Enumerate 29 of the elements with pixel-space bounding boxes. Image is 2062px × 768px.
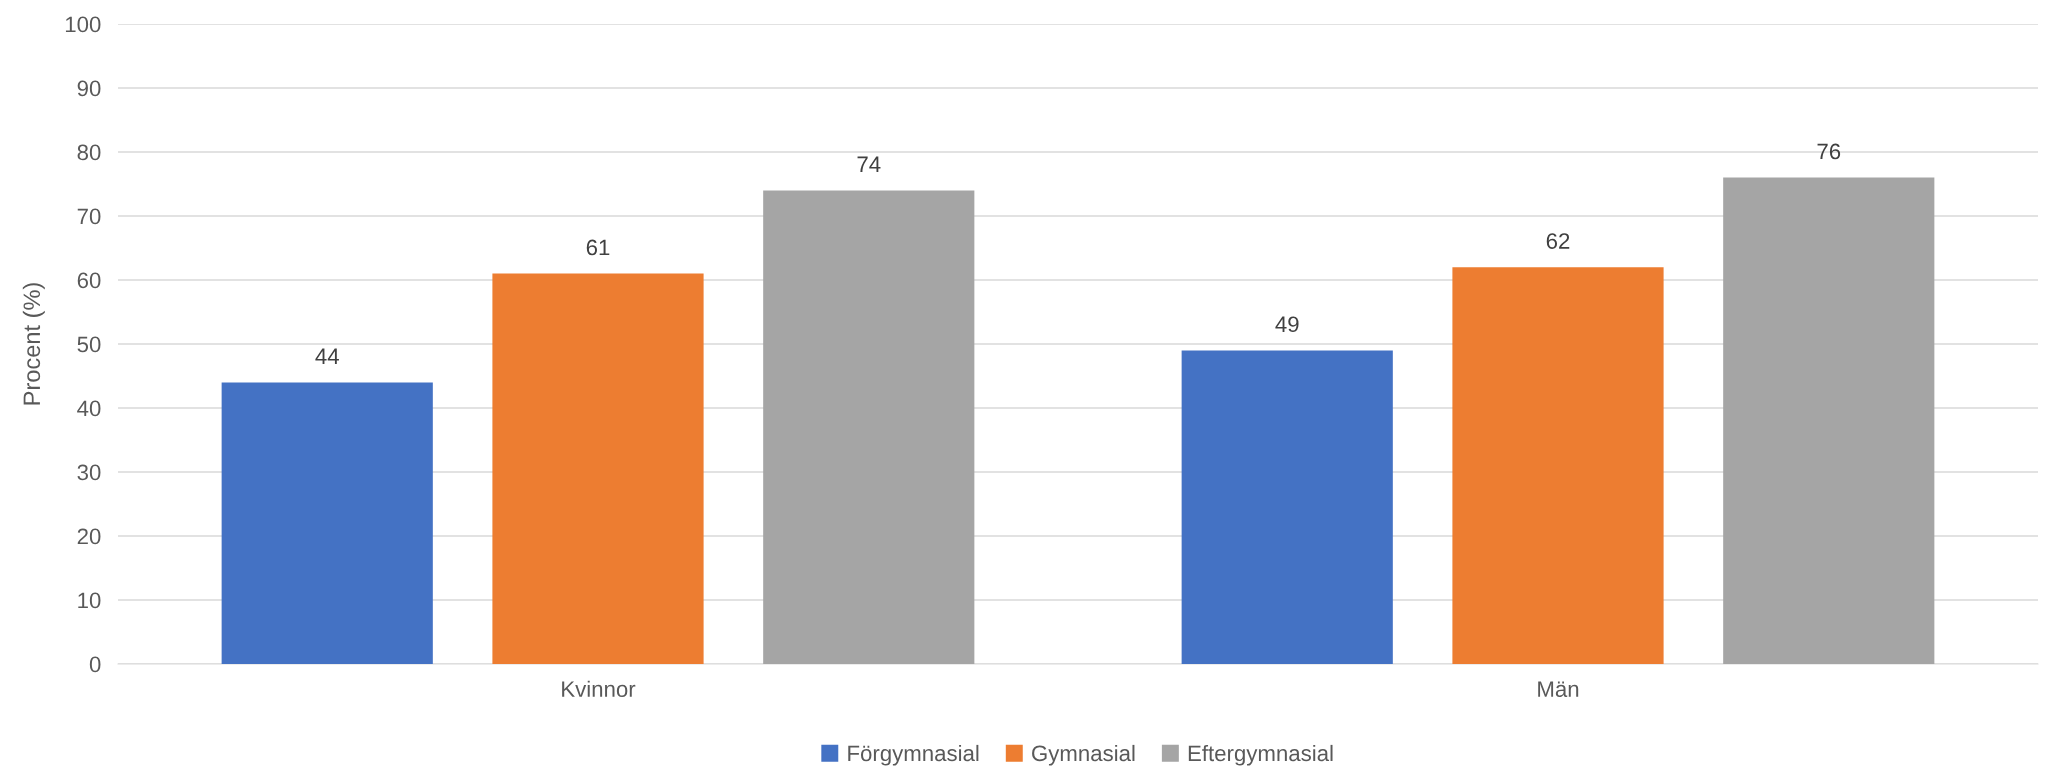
- data-label: 76: [1817, 143, 1841, 160]
- y-tick-label: 30: [77, 464, 101, 481]
- y-tick-label: 40: [77, 400, 101, 417]
- y-tick-label: 50: [77, 336, 101, 353]
- bar: [1181, 350, 1393, 664]
- legend-label: Eftergymnasial: [1188, 744, 1333, 766]
- x-tick-label: Män: [1538, 681, 1579, 697]
- data-label: 44: [315, 348, 339, 364]
- bar: [492, 273, 704, 664]
- data-label: 61: [586, 239, 610, 256]
- y-tick-label: 90: [77, 80, 101, 97]
- data-label: 74: [857, 156, 881, 172]
- data-label: 62: [1546, 233, 1570, 249]
- y-tick-label: 0: [89, 656, 101, 673]
- legend-label: Gymnasial: [1032, 744, 1135, 766]
- legend-label: Förgymnasial: [848, 744, 979, 766]
- bar: [1452, 267, 1664, 664]
- y-axis-title: Procent (%): [22, 283, 45, 405]
- y-tick-label: 100: [65, 16, 101, 33]
- y-tick-label: 70: [77, 208, 101, 225]
- y-tick-label: 80: [77, 144, 101, 161]
- y-tick-label: 60: [77, 272, 101, 289]
- bar: [763, 190, 975, 664]
- data-label: 49: [1275, 316, 1299, 333]
- y-tick-label: 10: [78, 592, 101, 609]
- bar: [221, 382, 433, 664]
- x-tick-label: Kvinnor: [562, 680, 636, 697]
- bar: [1723, 177, 1935, 664]
- y-tick-label: 20: [77, 528, 101, 545]
